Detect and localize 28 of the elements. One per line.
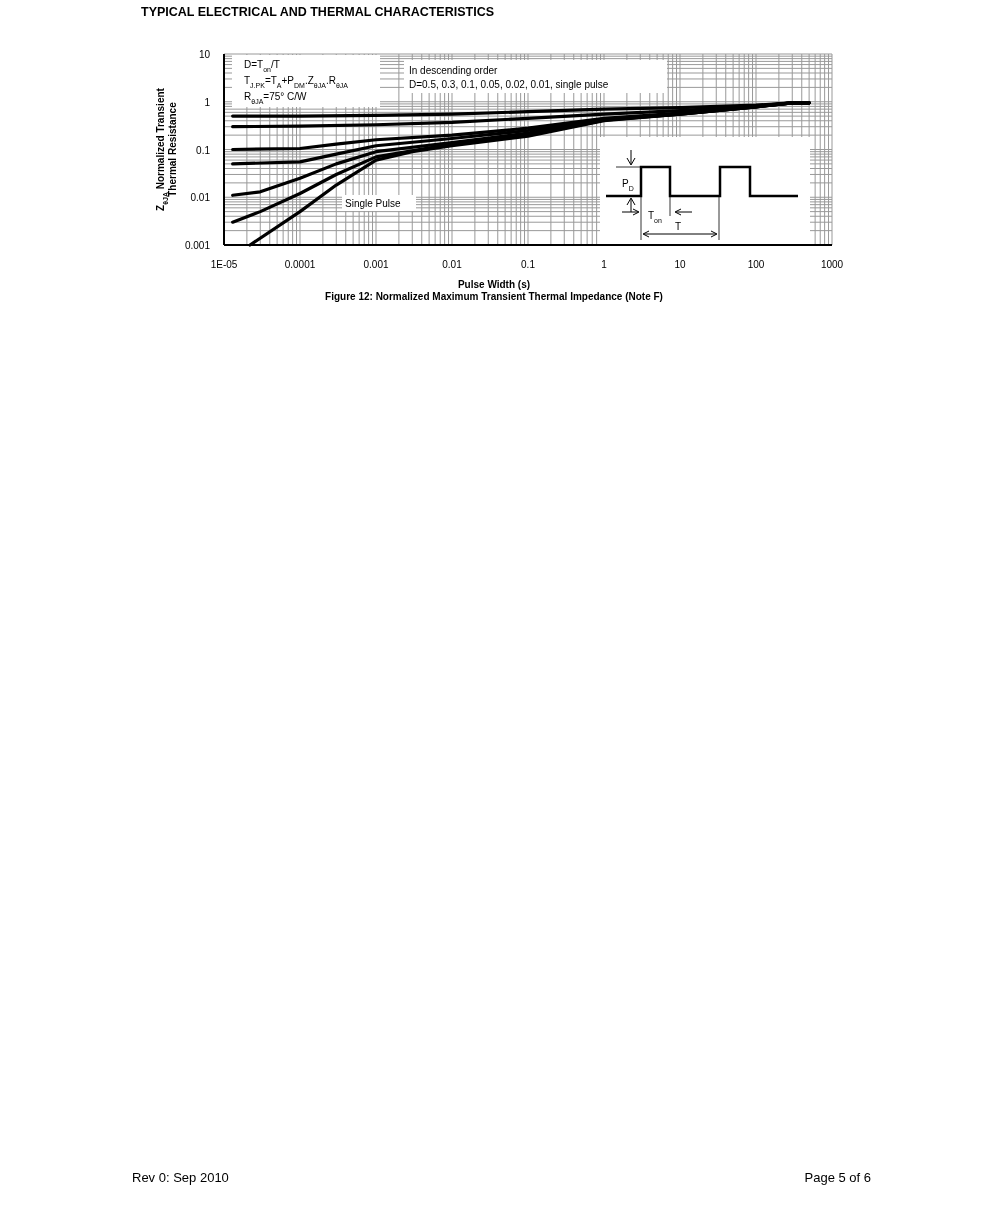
x-tick-label: 10 [674, 259, 686, 270]
x-tick-label: 0.01 [442, 259, 463, 270]
x-axis-title: Pulse Width (s) [457, 279, 531, 290]
y-tick-label: 10 [198, 49, 211, 60]
annotation: T [675, 221, 682, 232]
text: Page 5 of 6 [804, 1170, 871, 1185]
x-tick-label: 0.1 [521, 259, 536, 270]
y-tick-label: 0.01 [190, 192, 211, 204]
chart-title: TYPICAL ELECTRICAL AND THERMAL CHARACTERISTICS [141, 5, 495, 19]
text: Rev 0: Sep 2010 [132, 1170, 229, 1185]
text: T$_{J.PK}$=T$_{A}$+P$_{DM}$.Z$_{θJA}$.R$_{θJA}$ [244, 75, 348, 89]
annotation: Single Pulse [345, 198, 402, 209]
x-tick-label: 1E-05 [210, 259, 238, 270]
x-tick-label: 0.001 [363, 259, 389, 270]
annotation: R$_{θJA}$=75° C/W [244, 91, 308, 105]
annotation: P$_{D}$ [622, 178, 634, 192]
y-tick-label: 0.001 [184, 240, 211, 251]
x-tick-label: 1000 [820, 259, 844, 270]
annotation: In descending order [409, 65, 499, 76]
caption: Figure 12: Normalized Maximum Transient Thermal Impedance (Note F) [325, 291, 663, 302]
x-tick-label: 100 [747, 259, 765, 270]
x-tick-label: 0.0001 [284, 259, 316, 270]
annotation: T$_{on}$ [648, 210, 662, 224]
annotation: D=0.5, 0.3, 0.1, 0.05, 0.02, 0.01, single pulse [409, 79, 609, 90]
y-tick-label: 1 [204, 96, 211, 108]
x-tick-label: 1 [601, 259, 608, 270]
annotation: D=T$_{on}$/T [244, 59, 280, 73]
y-tick-label: 0.1 [196, 144, 211, 156]
